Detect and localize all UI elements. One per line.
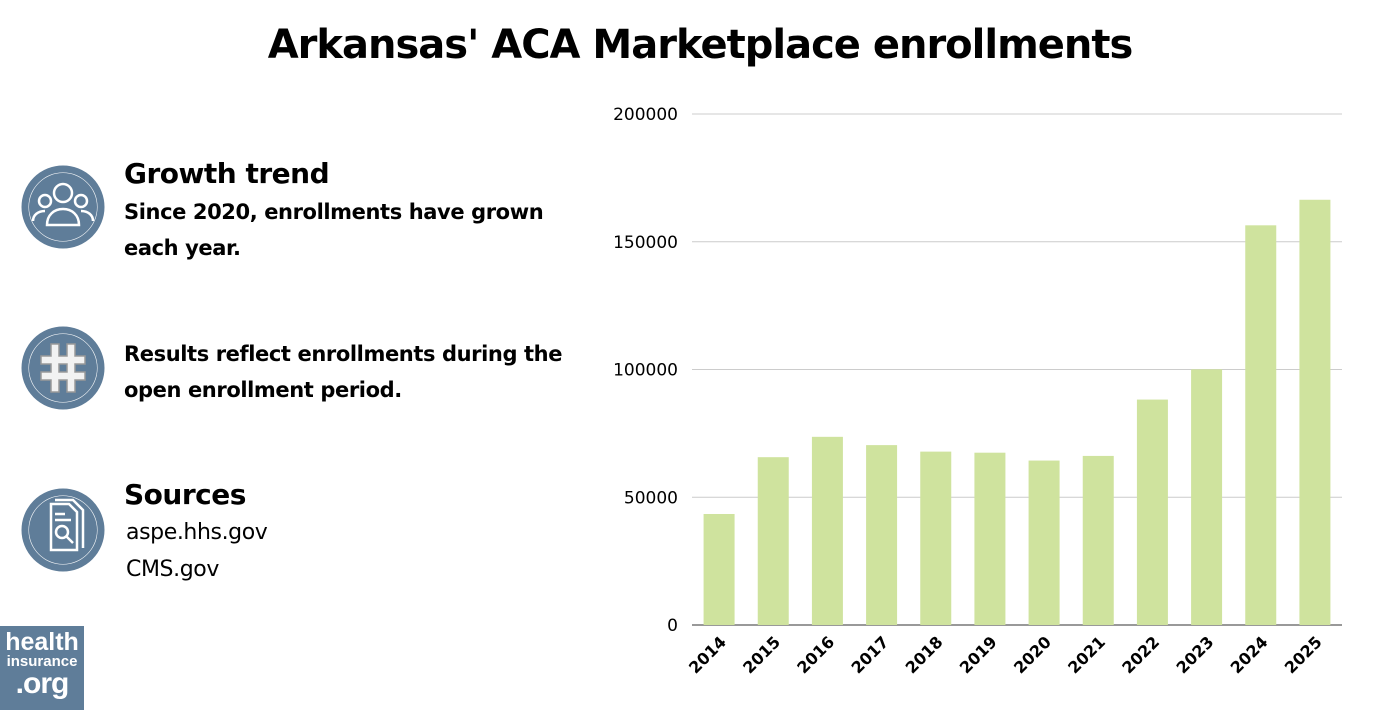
- x-tick-label: 2023: [1172, 632, 1217, 677]
- document-search-icon: [21, 488, 105, 572]
- bar-2016: [811, 436, 843, 625]
- bar-2023: [1191, 369, 1223, 625]
- x-tick-label: 2016: [793, 632, 838, 677]
- hashtag-icon: [21, 326, 105, 410]
- bar-2021: [1082, 455, 1114, 625]
- y-tick-label: 0: [667, 616, 678, 636]
- bar-2014: [703, 513, 735, 625]
- panel-body: Results reflect enrollments during the o…: [124, 342, 563, 402]
- source-link[interactable]: aspe.hhs.gov: [126, 520, 268, 545]
- x-tick-label: 2020: [1010, 632, 1055, 677]
- bar-2015: [757, 457, 789, 625]
- bar-2017: [866, 445, 898, 625]
- y-tick-label: 100000: [613, 361, 678, 381]
- page-title: Arkansas' ACA Marketplace enrollments: [267, 22, 1134, 68]
- bar-2024: [1245, 225, 1277, 625]
- y-tick-label: 200000: [613, 105, 678, 125]
- x-tick-label: 2019: [956, 632, 1001, 677]
- x-tick-label: 2024: [1227, 632, 1272, 677]
- x-tick-label: 2017: [847, 632, 892, 677]
- panel-body: Since 2020, enrollments have grown each …: [124, 200, 544, 260]
- bar-2025: [1299, 199, 1331, 625]
- x-tick-label: 2015: [739, 632, 784, 677]
- x-tick-label: 2014: [685, 632, 730, 677]
- people-group-icon: [21, 165, 105, 249]
- y-tick-label: 150000: [613, 233, 678, 253]
- bar-2019: [974, 452, 1006, 625]
- x-tick-label: 2022: [1118, 632, 1163, 677]
- x-tick-label: 2018: [902, 632, 947, 677]
- bar-2020: [1028, 460, 1060, 625]
- source-link[interactable]: CMS.gov: [126, 557, 219, 582]
- panel-heading: Growth trend: [124, 157, 330, 190]
- bar-2022: [1136, 399, 1168, 625]
- bar-2018: [920, 451, 952, 625]
- x-tick-label: 2021: [1064, 632, 1109, 677]
- healthinsurance-org-logo: health insurance .org: [0, 626, 84, 710]
- x-tick-label: 2025: [1281, 632, 1326, 677]
- panel-heading: Sources: [124, 478, 246, 511]
- y-tick-label: 50000: [624, 488, 678, 508]
